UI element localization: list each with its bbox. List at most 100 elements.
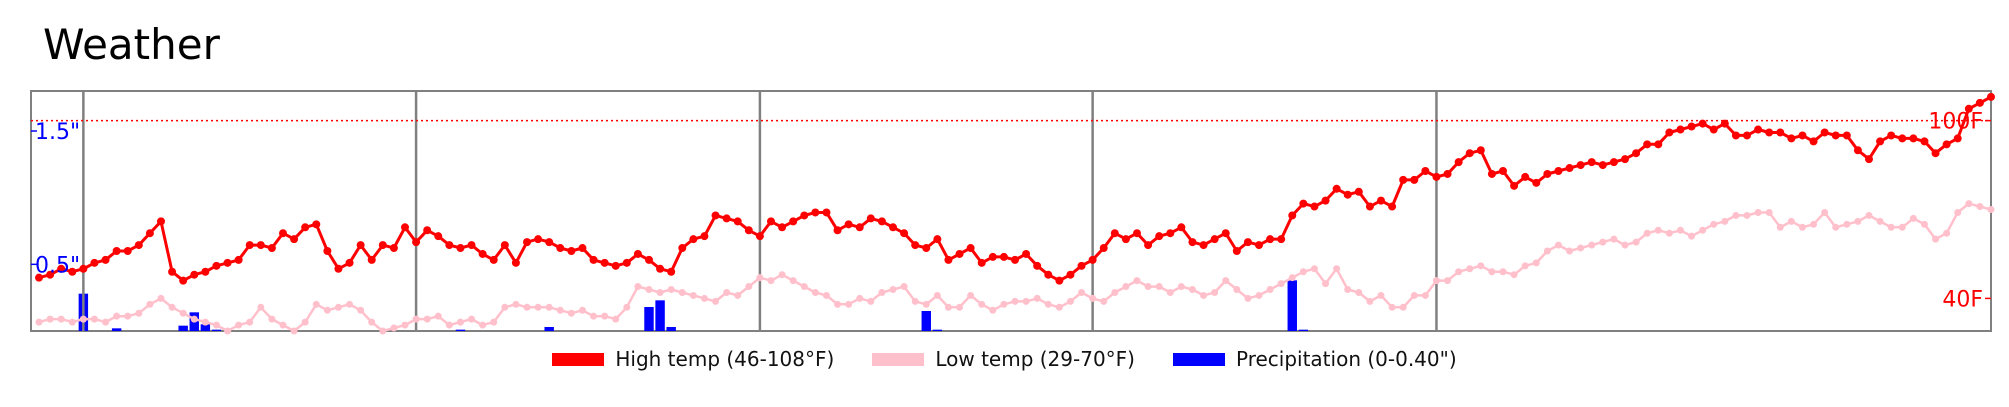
low-temp-point [1510, 271, 1518, 279]
high-temp-point [345, 258, 354, 267]
high-temp-point [1011, 255, 1019, 264]
low-temp-point [1377, 291, 1385, 299]
high-temp-point [1177, 223, 1186, 232]
high-temp-point [1720, 119, 1729, 128]
high-temp-point [1299, 199, 1308, 208]
high-temp-point [1654, 140, 1663, 149]
high-temp-point [722, 214, 731, 223]
high-temp-point [1632, 149, 1641, 158]
low-temp-point [978, 300, 986, 308]
low-temp-point [1111, 288, 1119, 296]
low-temp-point [124, 312, 132, 320]
low-temp-point [1466, 265, 1474, 273]
high-temp-point [755, 232, 764, 241]
high-temp-point [1288, 211, 1297, 220]
low-temp-point [1244, 294, 1252, 302]
high-temp-point [245, 241, 254, 250]
high-temp-point [933, 235, 942, 244]
low-temp-point [1288, 274, 1296, 282]
high-temp-point [1110, 229, 1119, 238]
high-temp-point [267, 244, 276, 253]
low-temp-point [856, 294, 864, 302]
low-temp-point [1166, 288, 1174, 296]
precip-bar [111, 328, 122, 331]
high-temp-point [134, 241, 143, 250]
low-temp-point [1566, 247, 1574, 255]
low-temp-point [1965, 200, 1973, 208]
low-temp-point [1066, 297, 1074, 305]
low-temp-point [57, 315, 65, 323]
low-temp-point [1344, 286, 1352, 294]
high-temp-point [1975, 98, 1984, 107]
low-temp-point [479, 321, 487, 329]
low-temp-point [1078, 288, 1086, 296]
high-temp-point [667, 267, 676, 276]
high-temp-point [1587, 158, 1596, 167]
high-temp-point [1687, 122, 1696, 131]
low-temp-point [35, 318, 43, 326]
high-temp-point [1388, 202, 1397, 211]
low-temp-point [456, 318, 464, 326]
low-temp-point [1976, 203, 1984, 211]
low-temp-point [1721, 217, 1729, 225]
low-temp-point [590, 312, 598, 320]
precip-tick-label: 1.5" [35, 120, 80, 145]
low-temp-point [501, 303, 509, 311]
low-temp-point [1954, 208, 1962, 216]
low-temp-point [634, 283, 642, 291]
high-temp-point [733, 217, 742, 226]
low-temp-point [1909, 214, 1917, 222]
low-temp-point [1100, 297, 1108, 305]
high-temp-point [811, 208, 820, 217]
low-temp-point [212, 321, 220, 329]
low-temp-point [323, 306, 331, 314]
high-temp-point [201, 267, 210, 276]
high-temp-point [889, 223, 897, 232]
low-temp-point [1621, 241, 1629, 249]
high-temp-point [545, 238, 554, 247]
low-temp-point [1299, 268, 1307, 276]
high-temp-point [412, 238, 421, 247]
high-temp-point [478, 249, 487, 258]
high-temp-point [1022, 249, 1031, 258]
high-temp-point [378, 241, 387, 250]
high-temp-point [434, 232, 443, 241]
high-temp-point [678, 244, 687, 253]
low-temp-point [1610, 235, 1618, 243]
low-temp-point [745, 283, 753, 291]
low-temp-point [523, 303, 531, 311]
high-temp-point [223, 258, 232, 267]
low-temp-point [578, 306, 586, 314]
low-temp-point [967, 291, 975, 299]
high-temp-point [1155, 232, 1164, 241]
low-temp-point [46, 315, 54, 323]
low-temp-point [368, 318, 376, 326]
low-temp-point [1832, 223, 1840, 231]
high-temp-point [1077, 261, 1086, 270]
precip-bar [211, 329, 222, 331]
high-temp-point [334, 264, 343, 273]
high-temp-point [866, 214, 875, 223]
low-temp-point [1588, 241, 1596, 249]
low-temp-point [279, 321, 287, 329]
low-temp-point [789, 277, 797, 285]
high-temp-point [1221, 229, 1230, 238]
low-temp-point [1388, 303, 1396, 311]
high-temp-point [1354, 187, 1363, 196]
high-temp-point [855, 223, 864, 232]
low-temp-point [1399, 303, 1407, 311]
low-temp-point [689, 291, 697, 299]
high-temp-point [90, 258, 99, 267]
low-temp-point [1355, 288, 1363, 296]
high-temp-point [1465, 149, 1474, 158]
low-temp-point [989, 306, 997, 314]
high-temp-point [323, 247, 332, 255]
high-temp-point [1543, 169, 1552, 178]
high-temp-point [656, 264, 665, 273]
low-temp-point [1044, 300, 1052, 308]
high-temp-point [46, 270, 55, 279]
low-temp-point [1810, 220, 1818, 228]
high-temp-point [168, 267, 177, 276]
low-temp-point [257, 303, 265, 311]
low-temp-point [1776, 223, 1784, 231]
